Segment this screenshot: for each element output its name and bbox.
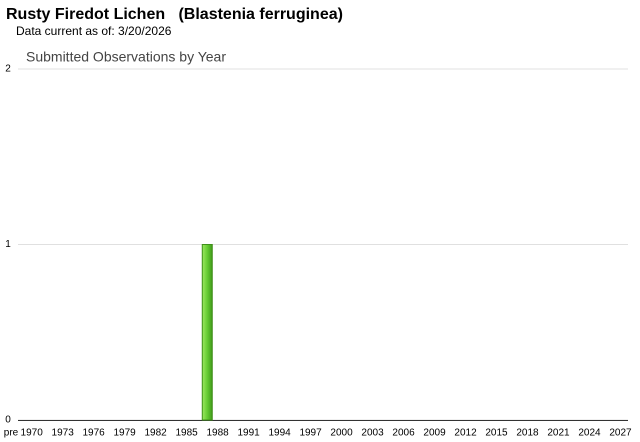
- x-tick-label: 2006: [392, 428, 415, 439]
- x-tick-label: 2018: [516, 428, 539, 439]
- x-tick-label: 2000: [330, 428, 353, 439]
- x-tick-label: 1976: [83, 428, 106, 439]
- x-tick-label: 2024: [578, 428, 601, 439]
- y-tick-label: 2: [5, 64, 11, 75]
- x-tick-label: 1985: [175, 428, 198, 439]
- x-tick-label: 2009: [423, 428, 446, 439]
- y-tick-label: 0: [5, 415, 11, 426]
- x-tick-label: 2015: [485, 428, 508, 439]
- page-title: Rusty Firedot Lichen (Blastenia ferrugin…: [6, 6, 343, 23]
- x-tick-label: 2021: [547, 428, 570, 439]
- bar: [201, 244, 213, 421]
- subtitle: Data current as of: 3/20/2026: [16, 24, 172, 38]
- x-tick-label: 2003: [361, 428, 384, 439]
- x-tick-label: 1997: [299, 428, 322, 439]
- chart-title: Submitted Observations by Year: [26, 49, 226, 65]
- x-tick-label: pre: [4, 428, 19, 439]
- x-tick-label: 1988: [206, 428, 229, 439]
- x-tick-label: 2027: [609, 428, 632, 439]
- x-tick-label: 1994: [268, 428, 291, 439]
- x-tick-label: 1982: [144, 428, 167, 439]
- x-tick-label: 1991: [237, 428, 260, 439]
- x-tick-label: 1979: [114, 428, 137, 439]
- x-tick-label: 1973: [52, 428, 75, 439]
- x-tick-label: 2012: [454, 428, 477, 439]
- x-tick-label: 1970: [21, 428, 44, 439]
- y-tick-label: 1: [5, 239, 11, 250]
